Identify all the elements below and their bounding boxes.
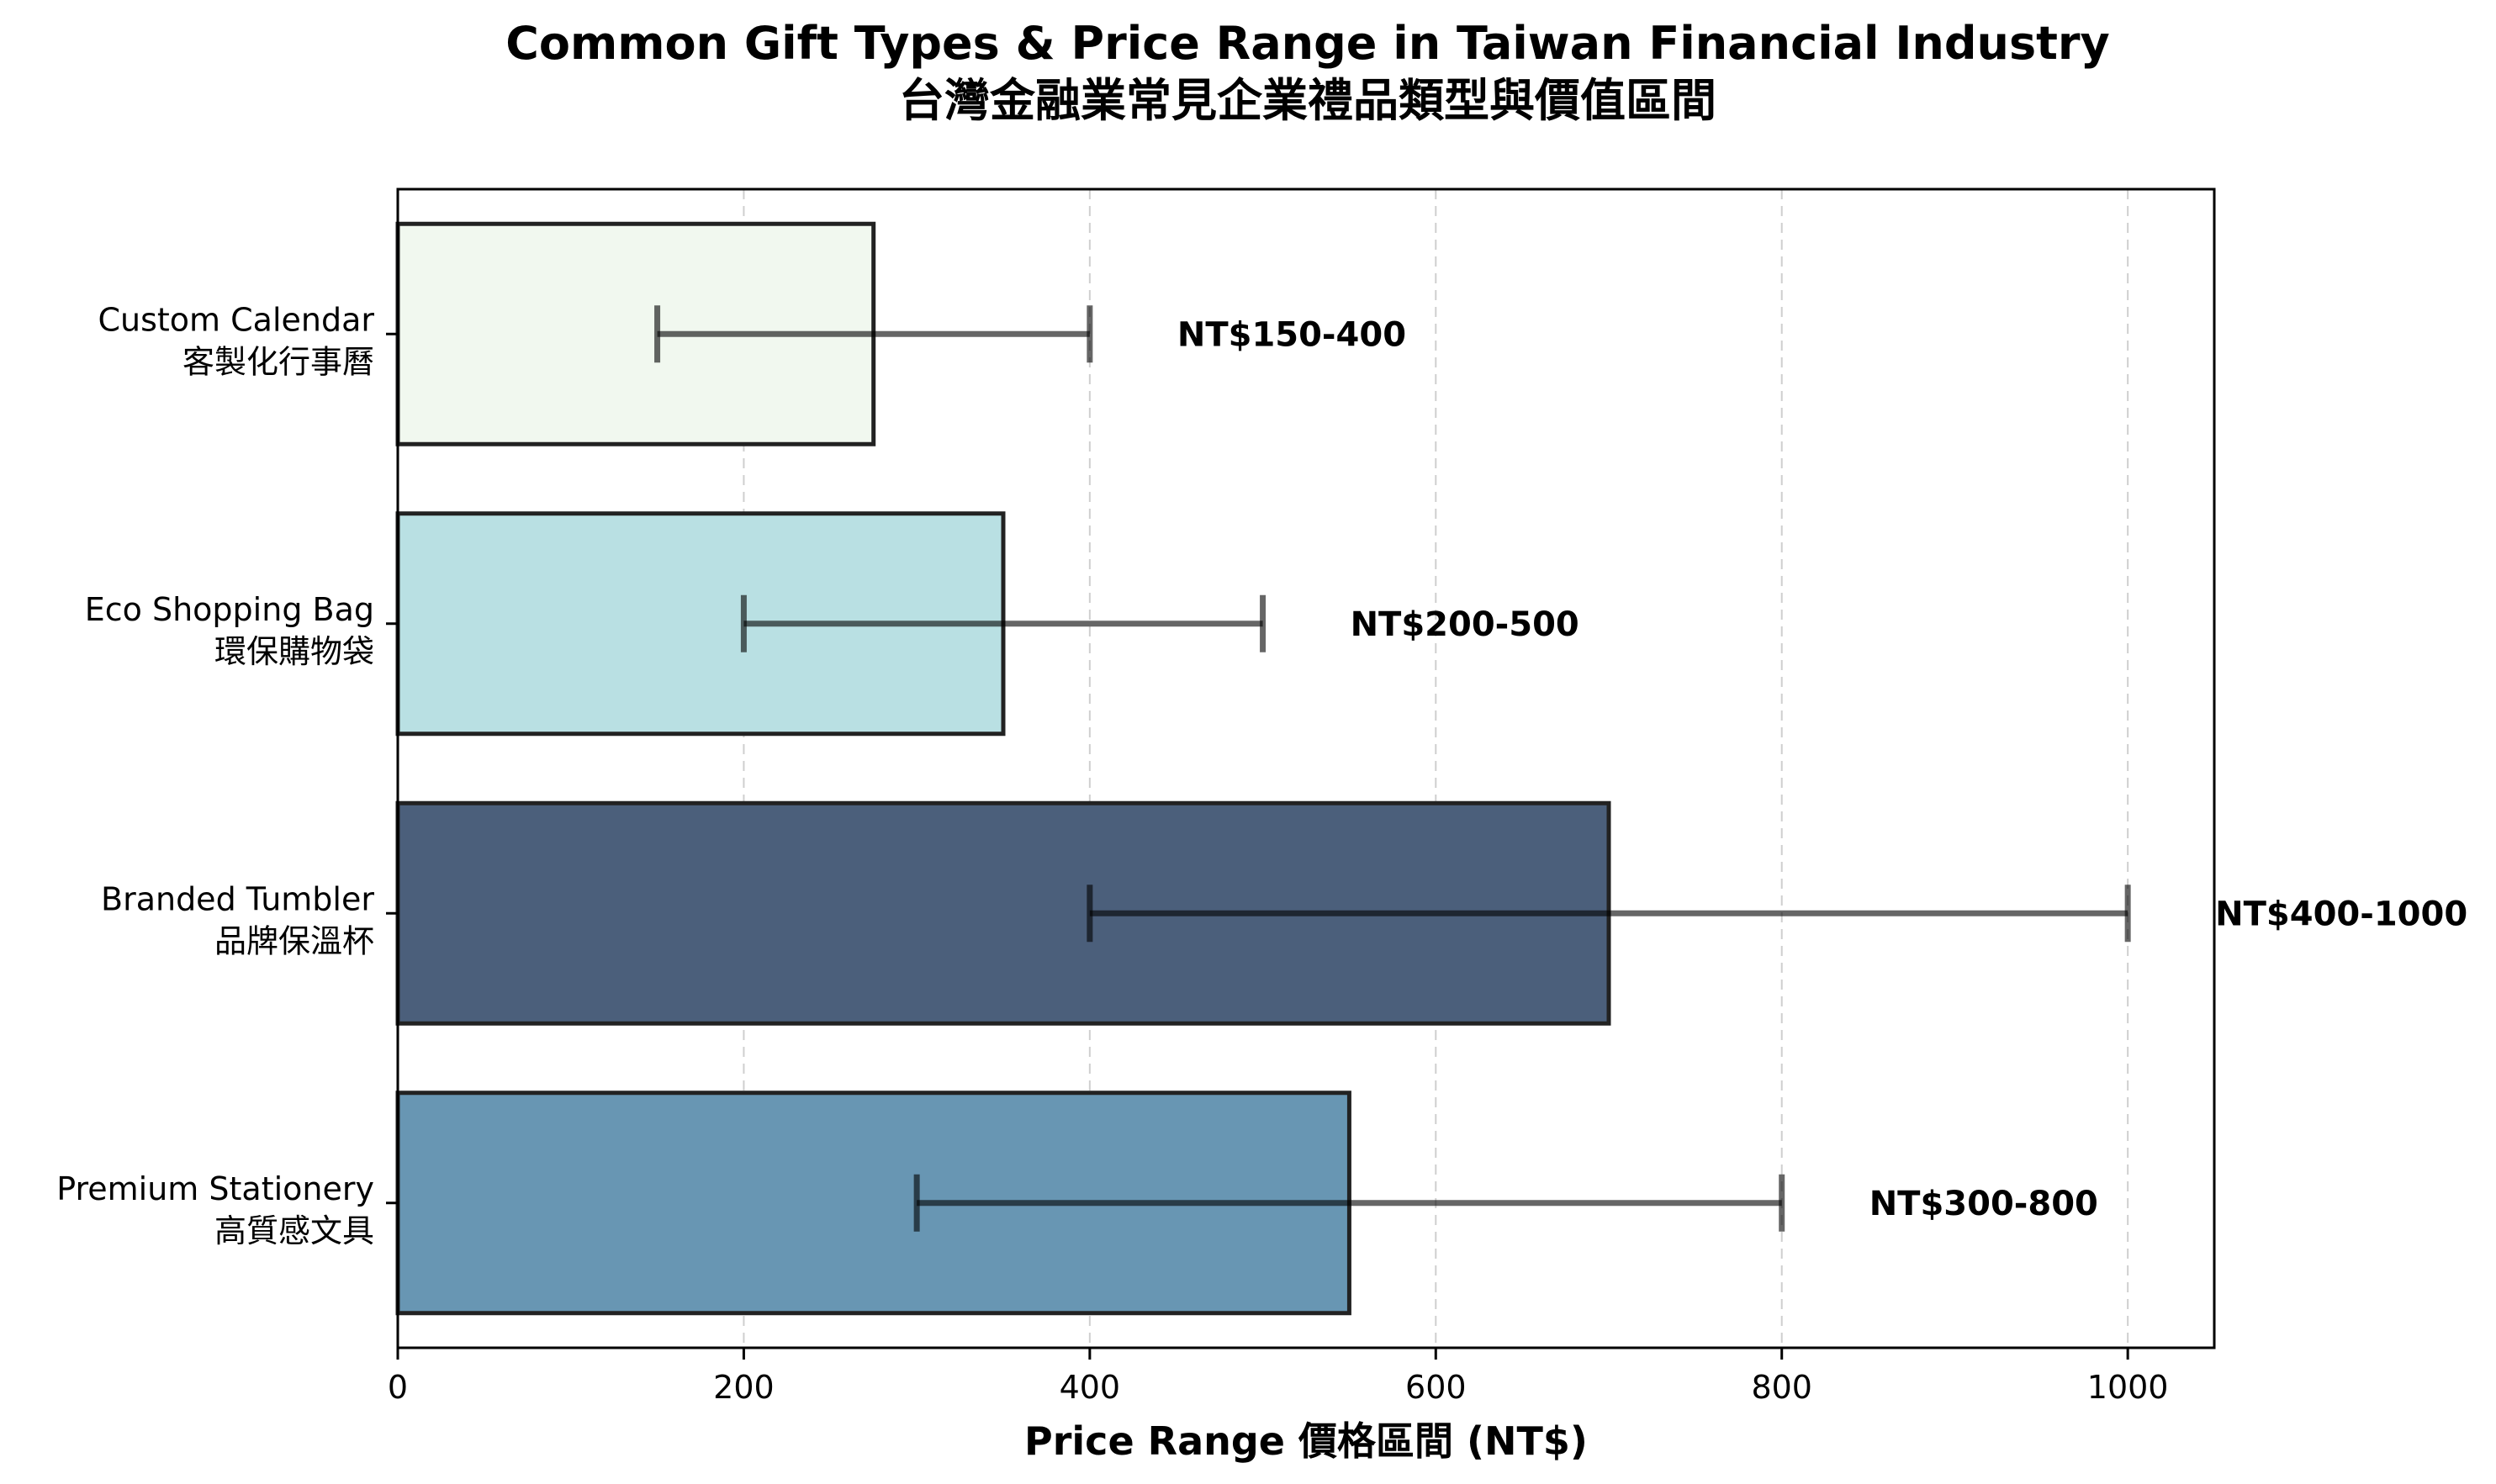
y-tick-label-zh: 環保購物袋 (214, 633, 374, 670)
x-tick-label: 200 (713, 1369, 775, 1406)
range-label: NT$150-400 (1177, 315, 1406, 354)
x-axis-label: Price Range 價格區間 (NT$) (1024, 1418, 1588, 1464)
range-labels: NT$150-400 NT$200-500 NT$400-1000 NT$300-80… (1177, 315, 2467, 1223)
x-tick-label: 600 (1405, 1369, 1467, 1406)
x-axis-ticks: 0 200 400 600 800 1000 (388, 1348, 2169, 1406)
x-tick-label: 1000 (2087, 1369, 2169, 1406)
y-tick-label-en: Branded Tumbler (101, 880, 374, 917)
range-label: NT$300-800 (1869, 1185, 2098, 1223)
y-tick-label-zh: 客製化行事曆 (182, 343, 374, 380)
x-tick-label: 400 (1060, 1369, 1121, 1406)
y-tick-label-zh: 品牌保溫杯 (214, 922, 374, 959)
x-tick-label: 0 (388, 1369, 408, 1406)
chart-subtitle: 台灣金融業常見企業禮品類型與價值區間 (899, 74, 1716, 127)
range-label: NT$200-500 (1351, 605, 1579, 644)
error-bars (654, 305, 2131, 1232)
range-label: NT$400-1000 (2215, 895, 2467, 933)
y-tick-label-en: Custom Calendar (98, 301, 374, 338)
y-tick-label-zh: 高質感文具 (214, 1212, 374, 1249)
y-tick-label-en: Premium Stationery (56, 1170, 374, 1207)
plot-frame (396, 187, 2216, 1349)
y-tick-label-en: Eco Shopping Bag (85, 591, 374, 628)
chart-title: Common Gift Types & Price Range in Taiwa… (505, 17, 2110, 70)
x-tick-label: 800 (1751, 1369, 1812, 1406)
y-axis-ticks: Custom Calendar 客製化行事曆 Eco Shopping Bag 環保購… (56, 301, 398, 1249)
